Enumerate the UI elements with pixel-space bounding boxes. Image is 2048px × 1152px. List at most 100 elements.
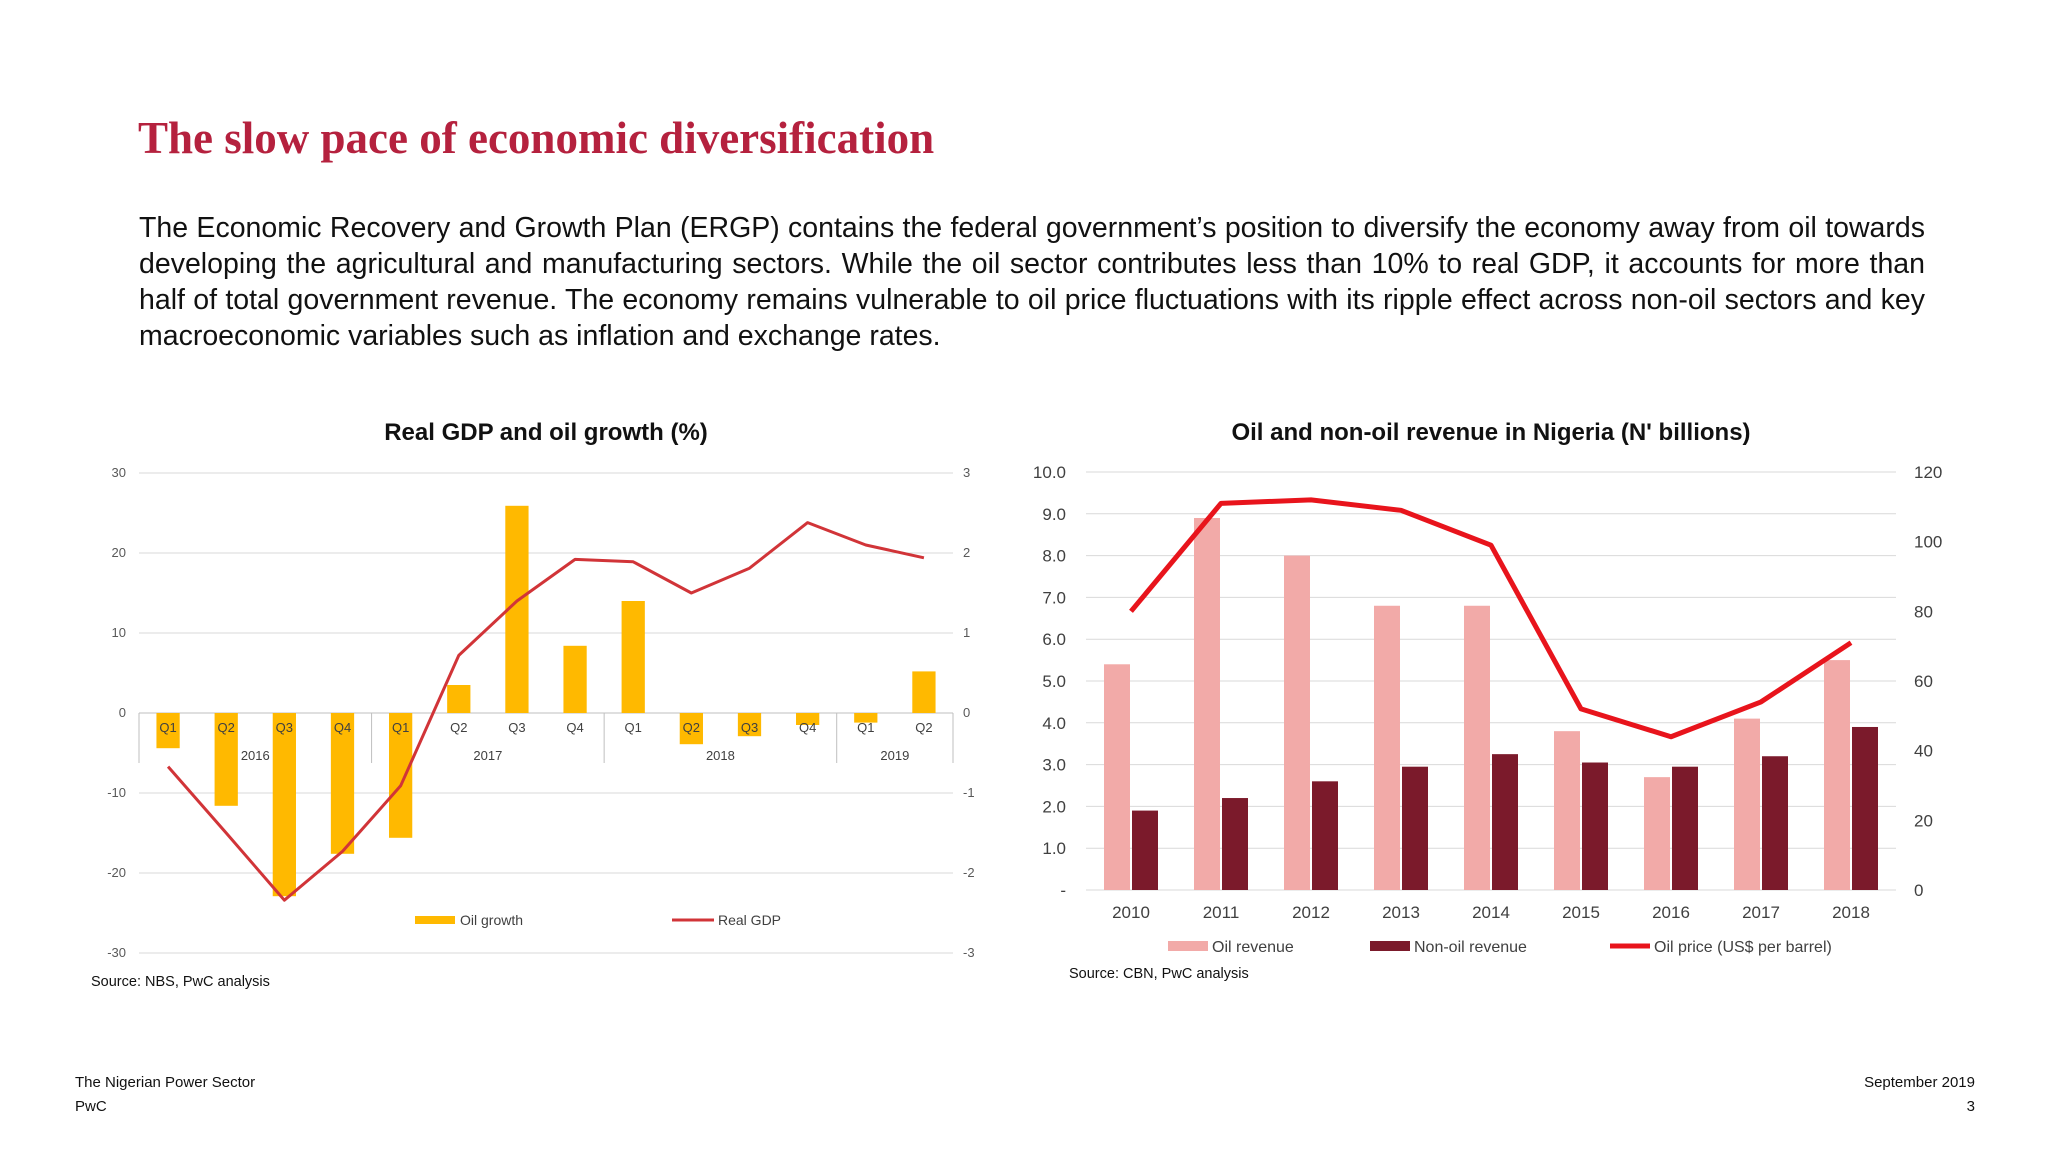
oil-growth-bar [447, 685, 471, 713]
y-left-tick-label: 1.0 [1042, 839, 1066, 858]
oil-growth-bar [505, 505, 529, 713]
oil-growth-bar [330, 713, 355, 854]
x-quarter-label: Q1 [392, 720, 409, 735]
y-right-tick-label: 120 [1914, 463, 1942, 482]
y-right-tick-label: 20 [1914, 811, 1933, 830]
x-quarter-label: Q3 [508, 720, 525, 735]
legend-real-gdp-label: Real GDP [718, 912, 781, 928]
y-right-tick-label: -2 [963, 865, 975, 880]
y-right-tick-label: -3 [963, 945, 975, 960]
x-quarter-label: Q2 [683, 720, 700, 735]
oil-growth-bar [214, 713, 238, 806]
x-year-label: 2013 [1382, 903, 1420, 922]
intro-paragraph: The Economic Recovery and Growth Plan (E… [139, 212, 1925, 352]
x-year-label: 2019 [880, 748, 909, 763]
y-left-tick-label: -30 [107, 945, 126, 960]
x-year-label: 2015 [1562, 903, 1600, 922]
x-year-label: 2018 [706, 748, 735, 763]
x-year-label: 2010 [1112, 903, 1150, 922]
x-quarter-label: Q2 [915, 720, 932, 735]
chart1-title: Real GDP and oil growth (%) [384, 419, 708, 446]
y-left-tick-label: 10 [112, 625, 126, 640]
y-left-tick-label: 3.0 [1042, 756, 1066, 775]
non-oil-revenue-bar [1492, 754, 1518, 890]
non-oil-revenue-bar [1672, 766, 1698, 890]
y-left-tick-label: 8.0 [1042, 547, 1066, 566]
oil-revenue-bar [1194, 517, 1220, 890]
x-quarter-label: Q4 [334, 720, 351, 735]
x-quarter-label: Q1 [159, 720, 176, 735]
chart1-source: Source: NBS, PwC analysis [91, 974, 270, 990]
oil-growth-bar [621, 601, 645, 713]
non-oil-revenue-bar [1852, 726, 1878, 890]
y-left-tick-label: -20 [107, 865, 126, 880]
x-year-label: 2012 [1292, 903, 1330, 922]
oil-growth-bar [854, 713, 878, 723]
y-left-tick-label: 2.0 [1042, 797, 1066, 816]
y-left-tick-label: 5.0 [1042, 672, 1066, 691]
y-left-tick-label: 20 [112, 545, 126, 560]
x-quarter-label: Q1 [857, 720, 874, 735]
x-quarter-label: Q2 [218, 720, 235, 735]
x-quarter-label: Q2 [450, 720, 467, 735]
oil-revenue-bar [1824, 660, 1850, 890]
footer-date: September 2019 [1864, 1074, 1975, 1091]
x-quarter-label: Q4 [799, 720, 816, 735]
x-year-label: 2014 [1472, 903, 1510, 922]
non-oil-revenue-bar [1132, 810, 1158, 890]
y-right-tick-label: -1 [963, 785, 975, 800]
x-quarter-label: Q1 [625, 720, 642, 735]
y-left-tick-label: 6.0 [1042, 630, 1066, 649]
x-quarter-label: Q4 [566, 720, 583, 735]
oil-revenue-bar [1104, 664, 1130, 890]
non-oil-revenue-bar [1762, 756, 1788, 890]
y-right-tick-label: 100 [1914, 533, 1942, 552]
x-year-label: 2017 [473, 748, 502, 763]
x-year-label: 2016 [1652, 903, 1690, 922]
legend-oil-revenue-label: Oil revenue [1212, 939, 1294, 956]
oil-revenue-bar [1644, 777, 1670, 890]
oil-nonoil-revenue-chart: Oil and non-oil revenue in Nigeria (N' b… [1010, 400, 2020, 1000]
chart2-source: Source: CBN, PwC analysis [1069, 966, 1249, 982]
chart2-title: Oil and non-oil revenue in Nigeria (N' b… [1231, 419, 1750, 446]
oil-growth-bar [272, 713, 296, 897]
real-gdp-oil-growth-svg: Real GDP and oil growth (%)-30-20-100102… [107, 419, 975, 960]
footer-report-title: The Nigerian Power Sector [75, 1074, 256, 1091]
legend-oil-growth-label: Oil growth [460, 912, 523, 928]
real-gdp-oil-growth-chart: Real GDP and oil growth (%) -30 -20 -10 0 10 2… [60, 400, 1020, 1010]
y-right-tick-label: 2 [963, 545, 970, 560]
y-left-tick-label: - [1060, 881, 1066, 900]
y-right-tick-label: 3 [963, 465, 970, 480]
oil-revenue-bar [1284, 555, 1310, 890]
y-left-tick-label: -10 [107, 785, 126, 800]
oil-revenue-bar [1734, 718, 1760, 890]
oil-revenue-bar [1374, 605, 1400, 890]
oil-revenue-bar [1554, 731, 1580, 890]
legend-non-oil-revenue-label: Non-oil revenue [1414, 939, 1527, 956]
y-left-tick-label: 7.0 [1042, 588, 1066, 607]
oil-growth-bar [156, 713, 180, 749]
legend-oil-revenue-swatch [1168, 941, 1208, 951]
oil-growth-bar [389, 713, 413, 838]
oil-price-line [1129, 497, 1853, 740]
x-quarter-label: Q3 [741, 720, 758, 735]
non-oil-revenue-bar [1222, 798, 1248, 890]
y-left-tick-label: 4.0 [1042, 714, 1066, 733]
footer-company: PwC [75, 1098, 107, 1115]
x-year-label: 2016 [241, 748, 270, 763]
real-gdp-line [166, 521, 925, 902]
y-right-tick-label: 0 [1914, 881, 1923, 900]
y-left-tick-label: 9.0 [1042, 505, 1066, 524]
non-oil-revenue-bar [1312, 781, 1338, 890]
x-year-label: 2011 [1203, 903, 1240, 922]
y-right-tick-label: 1 [963, 625, 970, 640]
y-left-tick-label: 0 [119, 705, 126, 720]
page-title: The slow pace of economic diversificatio… [138, 113, 935, 163]
oil-revenue-bar [1464, 605, 1490, 890]
oil-nonoil-revenue-svg: Oil and non-oil revenue in Nigeria (N' b… [1033, 419, 1942, 956]
y-right-tick-label: 0 [963, 705, 970, 720]
legend-oil-growth-swatch [415, 916, 455, 924]
y-right-tick-label: 60 [1914, 672, 1933, 691]
footer-page-number: 3 [1966, 1098, 1975, 1115]
y-left-tick-label: 10.0 [1033, 463, 1066, 482]
